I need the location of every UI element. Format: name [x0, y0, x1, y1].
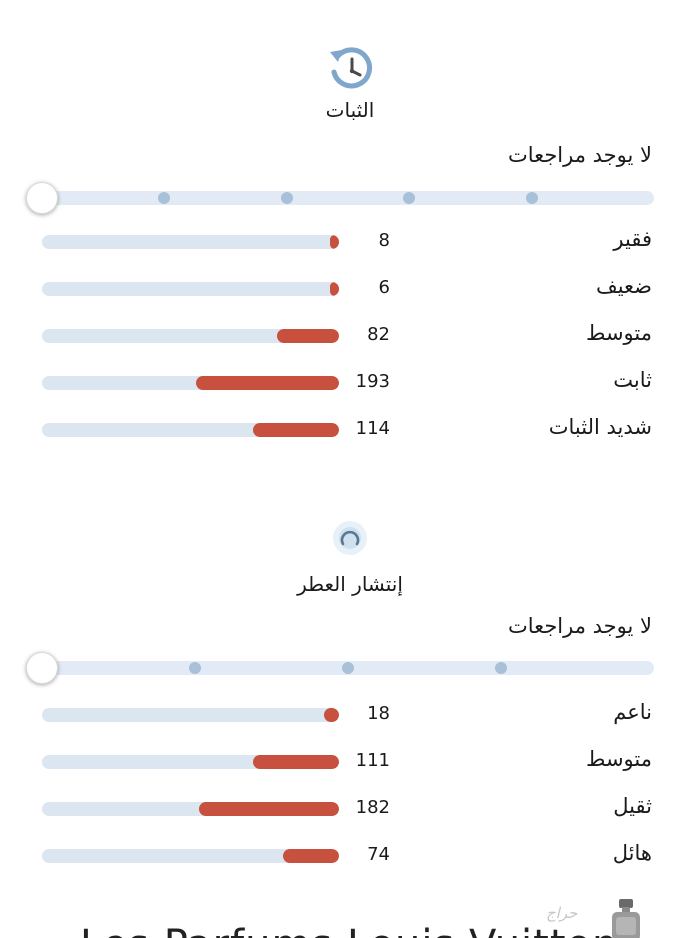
rating-row: 74 هائل [0, 841, 700, 871]
rating-bar [42, 235, 339, 249]
rating-count: 18 [367, 703, 390, 724]
rating-label: ضعيف [595, 274, 652, 298]
rating-count: 6 [378, 277, 390, 298]
rating-count: 8 [378, 230, 390, 251]
rating-label: هائل [612, 841, 652, 865]
rating-count: 74 [367, 844, 390, 865]
rating-count: 114 [355, 418, 390, 439]
sillage-title: إنتشار العطر [297, 572, 403, 596]
clock-history-icon [324, 42, 376, 98]
slider-stop-dot [189, 662, 201, 674]
watermark-logo: حراج [546, 904, 578, 922]
rating-label: ناعم [613, 700, 652, 724]
rating-count: 82 [367, 324, 390, 345]
rating-label: ثقيل [613, 794, 652, 818]
rating-bar [42, 802, 339, 816]
rating-bar-fill [330, 282, 339, 296]
rating-row: 114 شديد الثبات [0, 415, 700, 445]
rating-bar-fill [324, 708, 339, 722]
rating-bar [42, 755, 339, 769]
rating-label: متوسط [586, 321, 652, 345]
perfume-bottle-icon [604, 897, 648, 938]
slider-stop-dot [342, 662, 354, 674]
sillage-slider[interactable] [26, 652, 654, 684]
rating-bar [42, 849, 339, 863]
longevity-slider[interactable] [26, 182, 654, 214]
rating-bar-fill [252, 423, 339, 437]
slider-stop-dot [495, 662, 507, 674]
rating-bar [42, 329, 339, 343]
rating-count: 182 [355, 797, 390, 818]
rating-row: 8 فقير [0, 227, 700, 257]
longevity-no-reviews: لا يوجد مراجعات [508, 143, 652, 167]
rating-row: 6 ضعيف [0, 274, 700, 304]
rating-bar-fill [330, 235, 339, 249]
rating-bar-fill [196, 376, 339, 390]
rating-label: متوسط [586, 747, 652, 771]
rating-bar [42, 282, 339, 296]
rating-count: 111 [355, 750, 390, 771]
rating-bar-fill [282, 849, 339, 863]
rating-bar-fill [252, 755, 339, 769]
sillage-no-reviews: لا يوجد مراجعات [508, 614, 652, 638]
slider-stop-dot [280, 192, 293, 204]
slider-thumb[interactable] [26, 182, 58, 214]
slider-track [42, 191, 654, 205]
product-title: Les Parfums Louis Vuitton [80, 922, 618, 938]
longevity-title: الثبات [325, 98, 375, 122]
slider-stop-dot [158, 192, 171, 204]
rating-label: شديد الثبات [548, 415, 652, 439]
rating-bar [42, 708, 339, 722]
rating-bar [42, 376, 339, 390]
rating-row: 182 ثقيل [0, 794, 700, 824]
slider-stop-dot [525, 192, 538, 204]
rating-bar-fill [276, 329, 339, 343]
rating-row: 18 ناعم [0, 700, 700, 730]
rating-row: 82 متوسط [0, 321, 700, 351]
slider-stop-dot [403, 192, 416, 204]
rating-bar-fill [199, 802, 339, 816]
rating-row: 111 متوسط [0, 747, 700, 777]
rating-label: فقير [613, 227, 652, 251]
rating-label: ثابت [613, 368, 652, 392]
sillage-ring-icon [332, 520, 368, 560]
slider-thumb[interactable] [26, 652, 58, 684]
rating-row: 193 ثابت [0, 368, 700, 398]
rating-bar [42, 423, 339, 437]
rating-count: 193 [355, 371, 390, 392]
